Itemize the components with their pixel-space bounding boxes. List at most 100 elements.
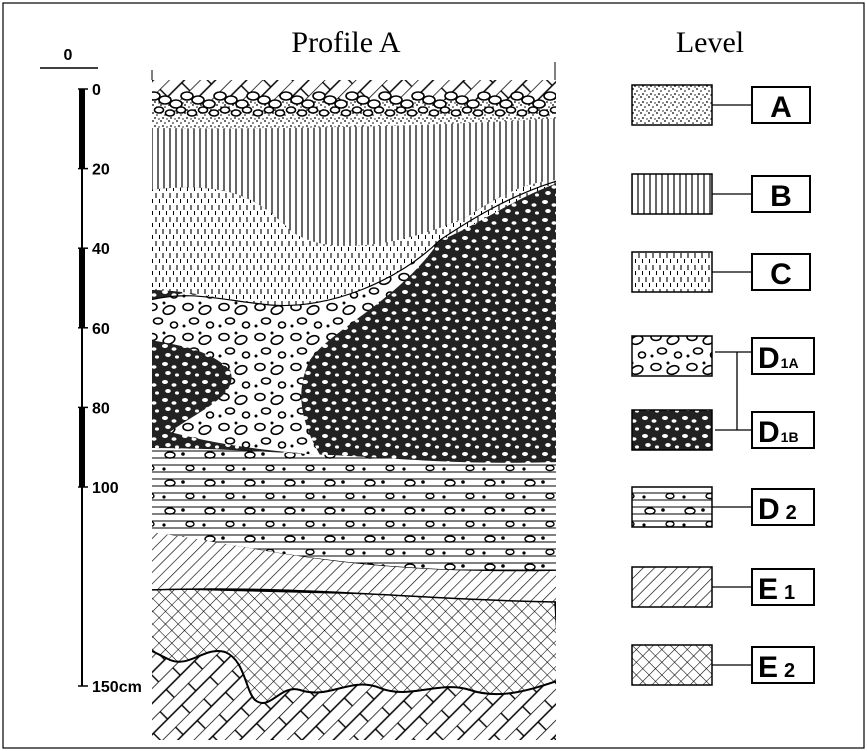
pebble <box>477 91 491 101</box>
pebble <box>235 99 249 109</box>
pebble <box>279 91 293 101</box>
legend-label-box <box>751 646 815 684</box>
legend-swatch <box>631 173 713 215</box>
legend-label-box <box>751 411 815 449</box>
scale-tick-label: 60 <box>92 321 110 338</box>
pebble <box>263 106 275 114</box>
level-letter: A <box>770 91 792 124</box>
pebble <box>191 95 205 105</box>
pebble <box>362 109 374 117</box>
pebble <box>169 99 183 109</box>
legend-label: B <box>770 180 792 213</box>
pebble <box>351 106 363 114</box>
boundary-line <box>152 180 556 307</box>
pebble <box>301 99 315 109</box>
layer-d2 <box>152 448 556 571</box>
pebble <box>252 109 264 117</box>
pebble <box>274 109 286 117</box>
pebble <box>494 109 506 117</box>
legend-label: D1B <box>758 416 799 449</box>
pebble <box>433 99 447 109</box>
pebble <box>543 91 556 101</box>
legend-swatch <box>631 335 713 377</box>
scale-tick-label: 40 <box>92 241 110 258</box>
pebble <box>510 91 524 101</box>
depth-scale: 0 20 40 60 80 100 150cm <box>78 82 142 696</box>
pebble <box>213 91 227 101</box>
scale-top-label: 0 <box>64 47 73 64</box>
legend-label-box <box>751 488 815 526</box>
scale-tick-label: 80 <box>92 400 110 417</box>
pebble <box>152 91 161 101</box>
pebble <box>455 95 469 105</box>
pebble <box>224 95 238 105</box>
pebble <box>389 95 403 105</box>
pebble <box>296 109 308 117</box>
pebble <box>527 106 539 114</box>
pebble <box>180 91 194 101</box>
scale-tick-label: 20 <box>92 162 110 179</box>
pebble <box>246 91 260 101</box>
legend-label-box <box>751 568 815 606</box>
legend-swatch <box>631 84 713 126</box>
level-letter: D <box>758 416 780 449</box>
pebble <box>400 99 414 109</box>
surface-gravel <box>152 91 556 117</box>
pebble <box>428 109 440 117</box>
pebble <box>208 109 220 117</box>
legend-label: D1A <box>758 342 799 375</box>
layer-b <box>152 100 556 246</box>
pebble <box>505 106 517 114</box>
level-subscript: 2 <box>784 660 795 682</box>
pebble <box>164 109 176 117</box>
pebble <box>241 106 253 114</box>
pebble <box>549 106 556 114</box>
pebble <box>158 95 172 105</box>
layer-a <box>152 100 556 129</box>
pebble <box>472 109 484 117</box>
pebble <box>340 109 352 117</box>
pebble <box>257 95 271 105</box>
bracket <box>715 351 752 431</box>
pebble <box>175 106 187 114</box>
pebble <box>202 99 216 109</box>
legend-label-box <box>751 253 811 291</box>
scale-tick-label: 150cm <box>92 679 142 696</box>
scale-tick-label: 100 <box>92 480 119 497</box>
pebble <box>230 109 242 117</box>
pebble <box>411 91 425 101</box>
legend-swatch <box>631 486 713 528</box>
pebble <box>439 106 451 114</box>
pebble <box>334 99 348 109</box>
pebble <box>290 95 304 105</box>
pebble <box>378 91 392 101</box>
pebble <box>197 106 209 114</box>
legend-label-box <box>751 86 811 124</box>
pebble <box>318 109 330 117</box>
level-letter: D <box>758 493 780 526</box>
pebble <box>323 95 337 105</box>
legend-swatch <box>631 251 713 293</box>
legend-label: A <box>770 91 792 124</box>
legend-swatch <box>631 409 713 451</box>
pebble <box>488 95 502 105</box>
legend-title: Level <box>676 26 744 59</box>
pebble <box>417 106 429 114</box>
pebble <box>532 99 546 109</box>
pebble <box>450 109 462 117</box>
level-letter: C <box>770 258 792 291</box>
pebble <box>153 106 165 114</box>
pebble <box>373 106 385 114</box>
profile <box>152 80 556 740</box>
pebble <box>268 99 282 109</box>
pebble <box>345 91 359 101</box>
level-letter: B <box>770 180 792 213</box>
level-letter: E <box>758 573 778 606</box>
level-subscript: 1B <box>781 429 799 445</box>
profile-title: Profile A <box>291 26 400 59</box>
pebble <box>219 106 231 114</box>
pebble <box>499 99 513 109</box>
